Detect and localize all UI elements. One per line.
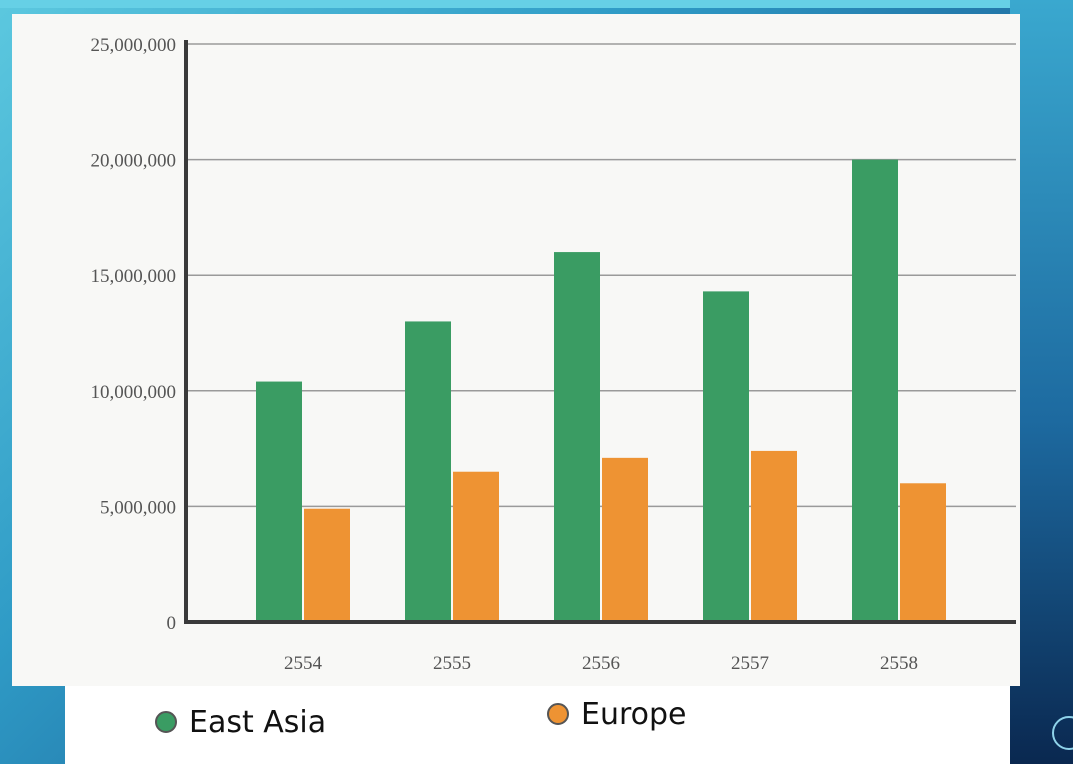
bars: [256, 159, 946, 622]
y-tick-label: 20,000,000: [91, 151, 177, 172]
x-tick-label: 2554: [284, 653, 323, 674]
x-tick-label: 2556: [582, 653, 620, 674]
axes: [184, 40, 1016, 624]
x-tick-labels: 2554 2555 2556 2557 2558: [284, 653, 918, 674]
slide-corner-ring-icon: [1052, 716, 1073, 750]
y-tick-label: 25,000,000: [91, 35, 177, 56]
bar-europe-2558: [900, 483, 946, 622]
y-tick-label: 0: [167, 613, 177, 634]
bar-east-asia-2554: [256, 381, 302, 622]
chart-panel: 0 5,000,000 10,000,000 15,000,000 20,000,000…: [12, 14, 1020, 686]
slide-top-rule: [0, 0, 1073, 8]
bar-east-asia-2555: [405, 321, 451, 622]
y-tick-label: 15,000,000: [91, 266, 177, 287]
x-tick-label: 2557: [731, 653, 769, 674]
bar-europe-2557: [751, 450, 797, 622]
bar-east-asia-2556: [554, 252, 600, 622]
y-tick-label: 5,000,000: [100, 497, 176, 518]
legend-label-europe: Europe: [581, 696, 687, 732]
y-tick-label: 10,000,000: [91, 382, 177, 403]
legend-item-europe: Europe: [547, 694, 687, 734]
bar-europe-2554: [304, 508, 350, 622]
bar-east-asia-2558: [852, 159, 898, 622]
legend-item-east-asia: East Asia: [155, 702, 326, 742]
bar-europe-2556: [602, 457, 648, 622]
legend-swatch-east-asia: [155, 711, 177, 733]
bar-chart: 0 5,000,000 10,000,000 15,000,000 20,000,000…: [91, 35, 1016, 674]
bar-east-asia-2557: [703, 291, 749, 622]
legend: East Asia Europe: [65, 686, 1010, 764]
x-tick-label: 2558: [880, 653, 918, 674]
x-tick-label: 2555: [433, 653, 471, 674]
legend-swatch-europe: [547, 703, 569, 725]
bar-europe-2555: [453, 471, 499, 622]
slide-right-band: [1010, 0, 1073, 764]
y-tick-labels: 0 5,000,000 10,000,000 15,000,000 20,000,000…: [91, 35, 177, 634]
legend-label-east-asia: East Asia: [189, 704, 327, 740]
